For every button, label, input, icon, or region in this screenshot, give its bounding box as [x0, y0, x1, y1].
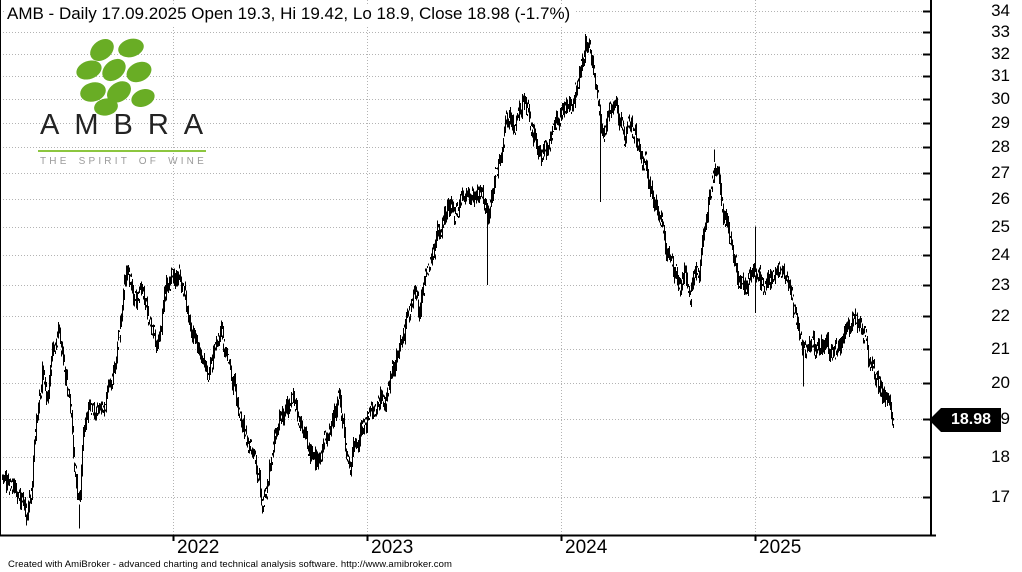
- ambra-logo: AMBRA THE SPIRIT OF WINE: [38, 33, 210, 173]
- axis-frame: [0, 0, 936, 537]
- logo-tagline: THE SPIRIT OF WINE: [40, 156, 207, 167]
- y-axis-label: 25: [991, 216, 1010, 236]
- y-axis-label: 33: [991, 22, 1010, 42]
- horizontal-gridlines: [0, 11, 930, 498]
- y-axis-label: 31: [991, 65, 1010, 85]
- y-axis-label: 20: [991, 373, 1010, 393]
- chart-title: AMB - Daily 17.09.2025 Open 19.3, Hi 19.…: [6, 4, 575, 25]
- y-axis-label: 30: [991, 88, 1010, 108]
- amibroker-credit: Created with AmiBroker - advanced charti…: [8, 559, 453, 570]
- y-axis-label: 18: [991, 446, 1010, 466]
- x-axis-ticks: [172, 535, 757, 541]
- y-axis-label: 27: [991, 162, 1010, 182]
- y-axis-label: 26: [991, 189, 1010, 209]
- vertical-gridlines: [173, 0, 756, 535]
- y-axis-label: 21: [991, 338, 1010, 358]
- x-axis-label: 2022: [177, 537, 220, 558]
- y-axis-label: 23: [991, 275, 1010, 295]
- y-axis-label: 32: [991, 43, 1010, 63]
- logo-rule: [38, 150, 206, 152]
- y-axis-label: 22: [991, 306, 1010, 326]
- y-axis-label: 17: [991, 487, 1010, 506]
- grape-cluster-icon: [76, 38, 155, 116]
- hollow-candle-flecks: [9, 44, 894, 515]
- last-price-tag: 18.98: [929, 408, 1001, 432]
- y-axis-label: 24: [991, 245, 1010, 265]
- logo-brand-text: AMBRA: [40, 109, 219, 141]
- y-axis-ticks: [923, 10, 931, 499]
- price-tag-arrow-icon: [929, 408, 941, 432]
- y-axis-label: 29: [991, 112, 1010, 132]
- y-axis-label: 34: [991, 1, 1010, 21]
- x-axis-label: 2025: [759, 537, 802, 558]
- y-axis-label: 28: [991, 137, 1010, 157]
- x-axis-label: 2023: [371, 537, 414, 558]
- x-axis-label: 2024: [565, 537, 608, 558]
- price-tag-value: 18.98: [941, 408, 1001, 432]
